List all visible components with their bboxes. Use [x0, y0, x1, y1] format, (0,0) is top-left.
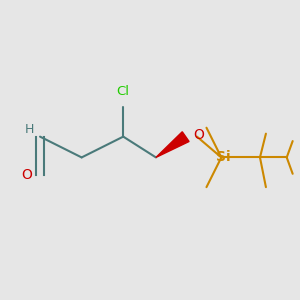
Text: Si: Si [215, 150, 230, 164]
Polygon shape [156, 132, 189, 158]
Text: Cl: Cl [117, 85, 130, 98]
Text: H: H [25, 123, 34, 136]
Text: O: O [21, 168, 32, 182]
Text: O: O [193, 128, 204, 142]
